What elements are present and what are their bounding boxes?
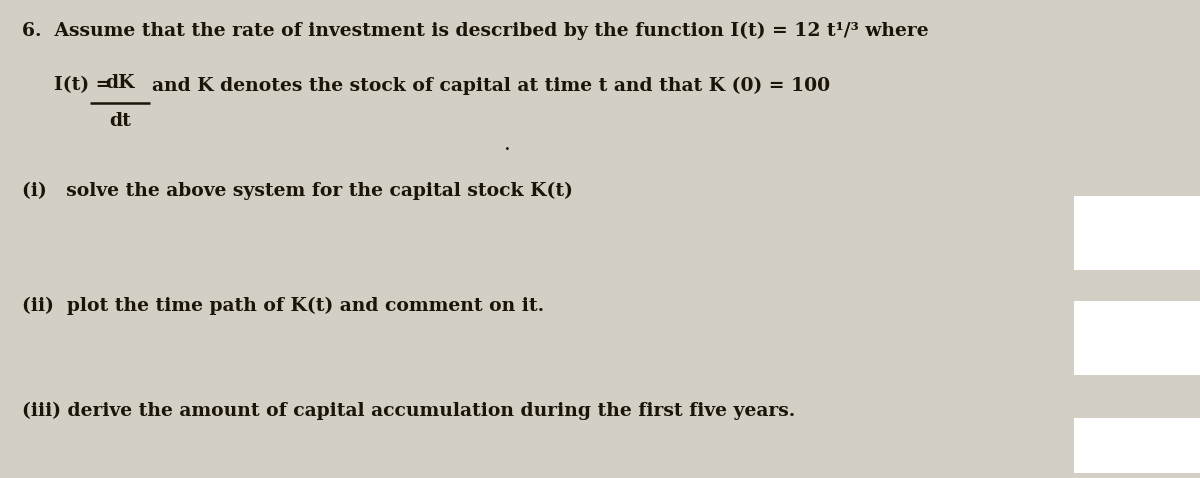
Bar	[1074, 301, 1200, 375]
Text: I(t) =: I(t) =	[54, 76, 112, 95]
Text: 6.  Assume that the rate of investment is described by the function I(t) = 12 t¹: 6. Assume that the rate of investment is…	[22, 22, 929, 40]
Text: (i)   solve the above system for the capital stock K(t): (i) solve the above system for the capit…	[22, 182, 572, 200]
Text: and K denotes the stock of capital at time t and that K (0) = 100: and K denotes the stock of capital at ti…	[152, 76, 830, 95]
Text: (iii) derive the amount of capital accumulation during the first five years.: (iii) derive the amount of capital accum…	[22, 402, 794, 420]
Text: ·: ·	[504, 139, 511, 161]
Bar	[1074, 418, 1200, 473]
Text: dt: dt	[109, 112, 131, 130]
Text: (ii)  plot the time path of K(t) and comment on it.: (ii) plot the time path of K(t) and comm…	[22, 296, 544, 315]
Bar	[1074, 196, 1200, 270]
Text: dK: dK	[106, 74, 134, 92]
